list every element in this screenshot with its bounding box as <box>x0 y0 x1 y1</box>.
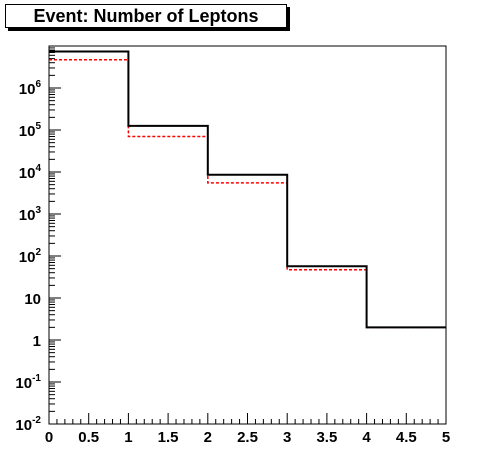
y-tick-label: 106 <box>19 79 42 98</box>
plot-frame <box>48 45 447 425</box>
x-tick-label: 4 <box>362 429 371 446</box>
chart-title: Event: Number of Leptons <box>5 4 287 28</box>
y-tick-exponent: -2 <box>32 415 41 426</box>
y-tick-label: 10-2 <box>15 415 41 434</box>
y-tick-base: 10 <box>19 207 36 224</box>
y-tick-label: 1 <box>33 333 41 350</box>
y-tick-base: 10 <box>19 165 36 182</box>
y-tick-label: 102 <box>19 247 42 266</box>
histogram-series-1 <box>49 59 446 329</box>
y-tick-exponent: 3 <box>35 205 41 216</box>
y-tick-base: 10 <box>19 81 36 98</box>
x-tick-label: 1.5 <box>158 429 179 446</box>
y-tick-base: 10 <box>19 249 36 266</box>
y-tick-exponent: -1 <box>32 373 41 384</box>
y-tick-exponent: 5 <box>35 121 41 132</box>
x-tick-label: 2 <box>204 429 212 446</box>
y-tick-label: 10-1 <box>15 373 41 392</box>
y-tick-base: 10 <box>15 417 32 434</box>
y-tick-exponent: 2 <box>35 247 41 258</box>
y-tick-exponent: 4 <box>35 163 41 174</box>
x-tick-label: 4.5 <box>396 429 417 446</box>
x-tick-label: 1 <box>124 429 132 446</box>
x-tick-label: 0 <box>45 429 53 446</box>
y-tick-exponent: 6 <box>35 79 41 90</box>
y-tick-label: 104 <box>19 163 42 182</box>
y-tick-base: 10 <box>19 123 36 140</box>
y-tick-label: 103 <box>19 205 42 224</box>
x-tick-label: 5 <box>442 429 450 446</box>
y-tick-base: 10 <box>24 291 41 308</box>
x-tick-label: 3 <box>283 429 291 446</box>
histogram-series-0 <box>49 50 446 329</box>
x-tick-label: 3.5 <box>316 429 337 446</box>
x-tick-label: 0.5 <box>78 429 99 446</box>
y-tick-base: 1 <box>33 333 41 350</box>
y-tick-base: 10 <box>15 375 32 392</box>
y-tick-label: 10 <box>24 291 41 308</box>
y-tick-label: 105 <box>19 121 42 140</box>
x-tick-label: 2.5 <box>237 429 258 446</box>
